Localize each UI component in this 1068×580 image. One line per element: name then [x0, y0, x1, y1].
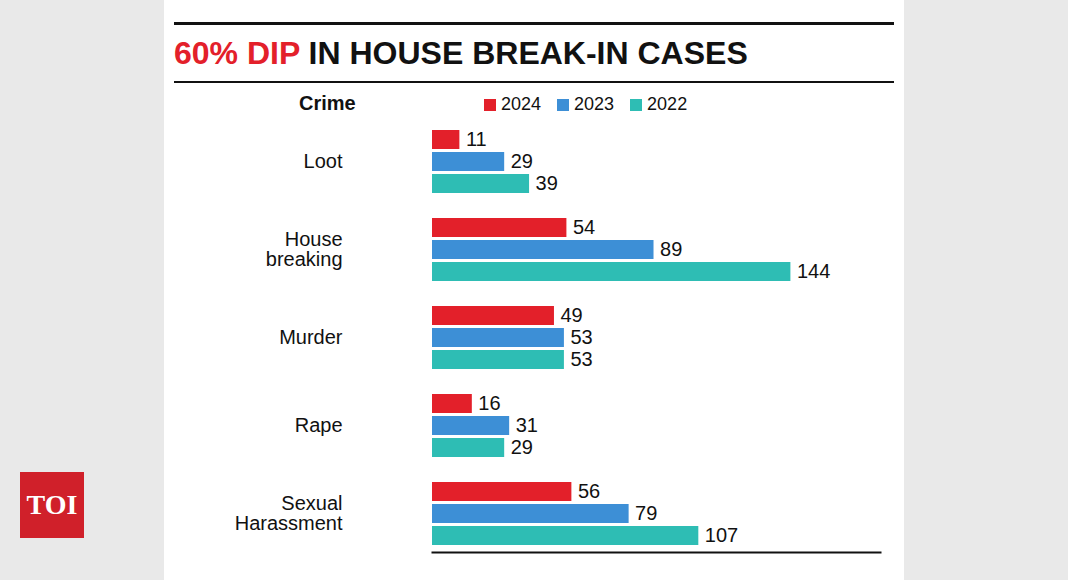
svg-text:29: 29: [511, 150, 533, 172]
svg-text:56: 56: [578, 480, 600, 502]
svg-text:Housebreaking: Housebreaking: [266, 228, 343, 270]
svg-text:53: 53: [570, 326, 592, 348]
svg-text:144: 144: [797, 260, 830, 282]
html-text:TOI: TOI: [26, 489, 78, 520]
svg-text:Loot: Loot: [304, 150, 343, 172]
svg-text:89: 89: [660, 238, 682, 260]
svg-text:54: 54: [573, 216, 595, 238]
svg-text:53: 53: [570, 348, 592, 370]
html-text:60% DIP IN HOUSE BREAK-IN CASE: 60% DIP IN HOUSE BREAK-IN CASES: [174, 35, 748, 71]
svg-text:79: 79: [635, 502, 657, 524]
svg-text:49: 49: [560, 304, 582, 326]
svg-text:16: 16: [478, 392, 500, 414]
html-text:Crime: Crime: [299, 92, 356, 114]
html-text:2024: 2024: [501, 94, 541, 114]
svg-text:Rape: Rape: [295, 414, 343, 436]
svg-text:SexualHarassment: SexualHarassment: [235, 492, 343, 534]
svg-text:39: 39: [536, 172, 558, 194]
svg-text:Murder: Murder: [279, 326, 343, 348]
svg-text:107: 107: [705, 524, 738, 546]
svg-text:11: 11: [466, 128, 487, 150]
svg-text:29: 29: [511, 436, 533, 458]
svg-text:31: 31: [516, 414, 538, 436]
html-text:2022: 2022: [647, 94, 688, 114]
html-text:2023: 2023: [574, 94, 615, 114]
